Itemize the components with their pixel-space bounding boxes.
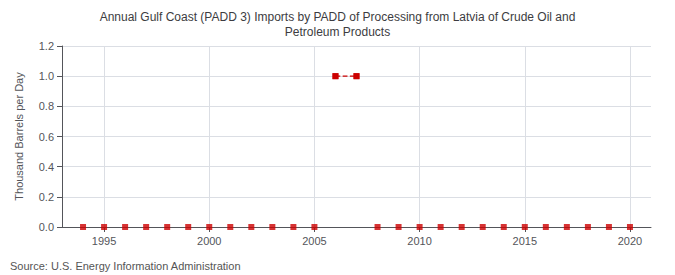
svg-text:2010: 2010: [407, 235, 431, 247]
svg-text:Annual Gulf Coast (PADD 3) Imp: Annual Gulf Coast (PADD 3) Imports by PA…: [100, 10, 576, 24]
svg-text:Source: U.S. Energy Informatio: Source: U.S. Energy Information Administ…: [10, 260, 241, 272]
svg-text:1.0: 1.0: [39, 70, 54, 82]
svg-text:2005: 2005: [302, 235, 326, 247]
svg-text:0.8: 0.8: [39, 100, 54, 112]
svg-text:0.2: 0.2: [39, 191, 54, 203]
svg-text:2015: 2015: [513, 235, 537, 247]
svg-text:Petroleum Products: Petroleum Products: [285, 25, 390, 39]
svg-text:2000: 2000: [197, 235, 221, 247]
svg-text:1995: 1995: [92, 235, 116, 247]
svg-text:0.4: 0.4: [39, 161, 54, 173]
svg-text:0.0: 0.0: [39, 221, 54, 233]
svg-text:1.2: 1.2: [39, 40, 54, 52]
svg-text:0.6: 0.6: [39, 131, 54, 143]
svg-text:Thousand Barrels per Day: Thousand Barrels per Day: [13, 72, 25, 201]
svg-text:2020: 2020: [618, 235, 642, 247]
